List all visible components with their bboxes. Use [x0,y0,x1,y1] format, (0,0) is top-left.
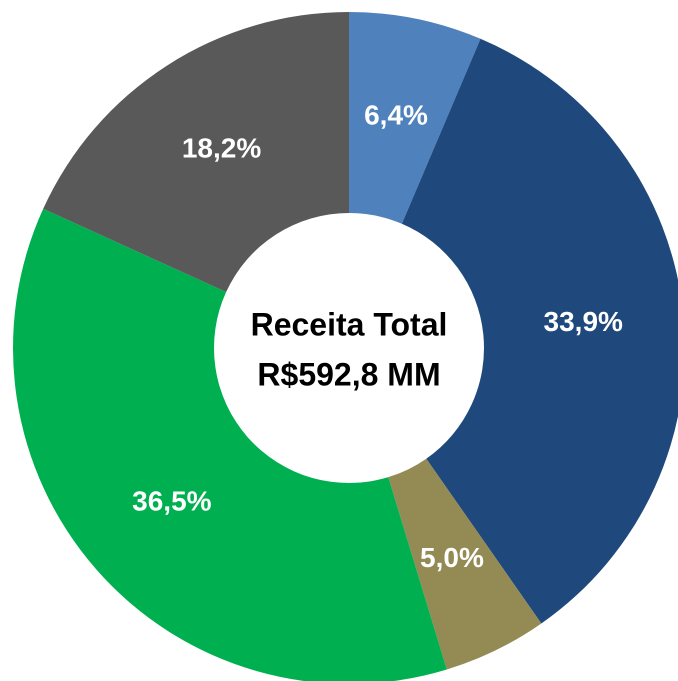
donut-slice [388,458,542,670]
donut-slice [401,38,678,624]
data-label: 6,4% [364,100,428,131]
center-total: R$592,8 MM [257,356,440,392]
data-label: 5,0% [420,542,484,573]
center-title: Receita Total [251,306,448,342]
donut-slice [349,12,481,224]
data-label: 33,9% [544,306,623,337]
donut-slice [43,12,349,293]
data-label: 36,5% [132,486,211,517]
data-label: 18,2% [182,132,261,163]
donut-slice [13,208,447,681]
